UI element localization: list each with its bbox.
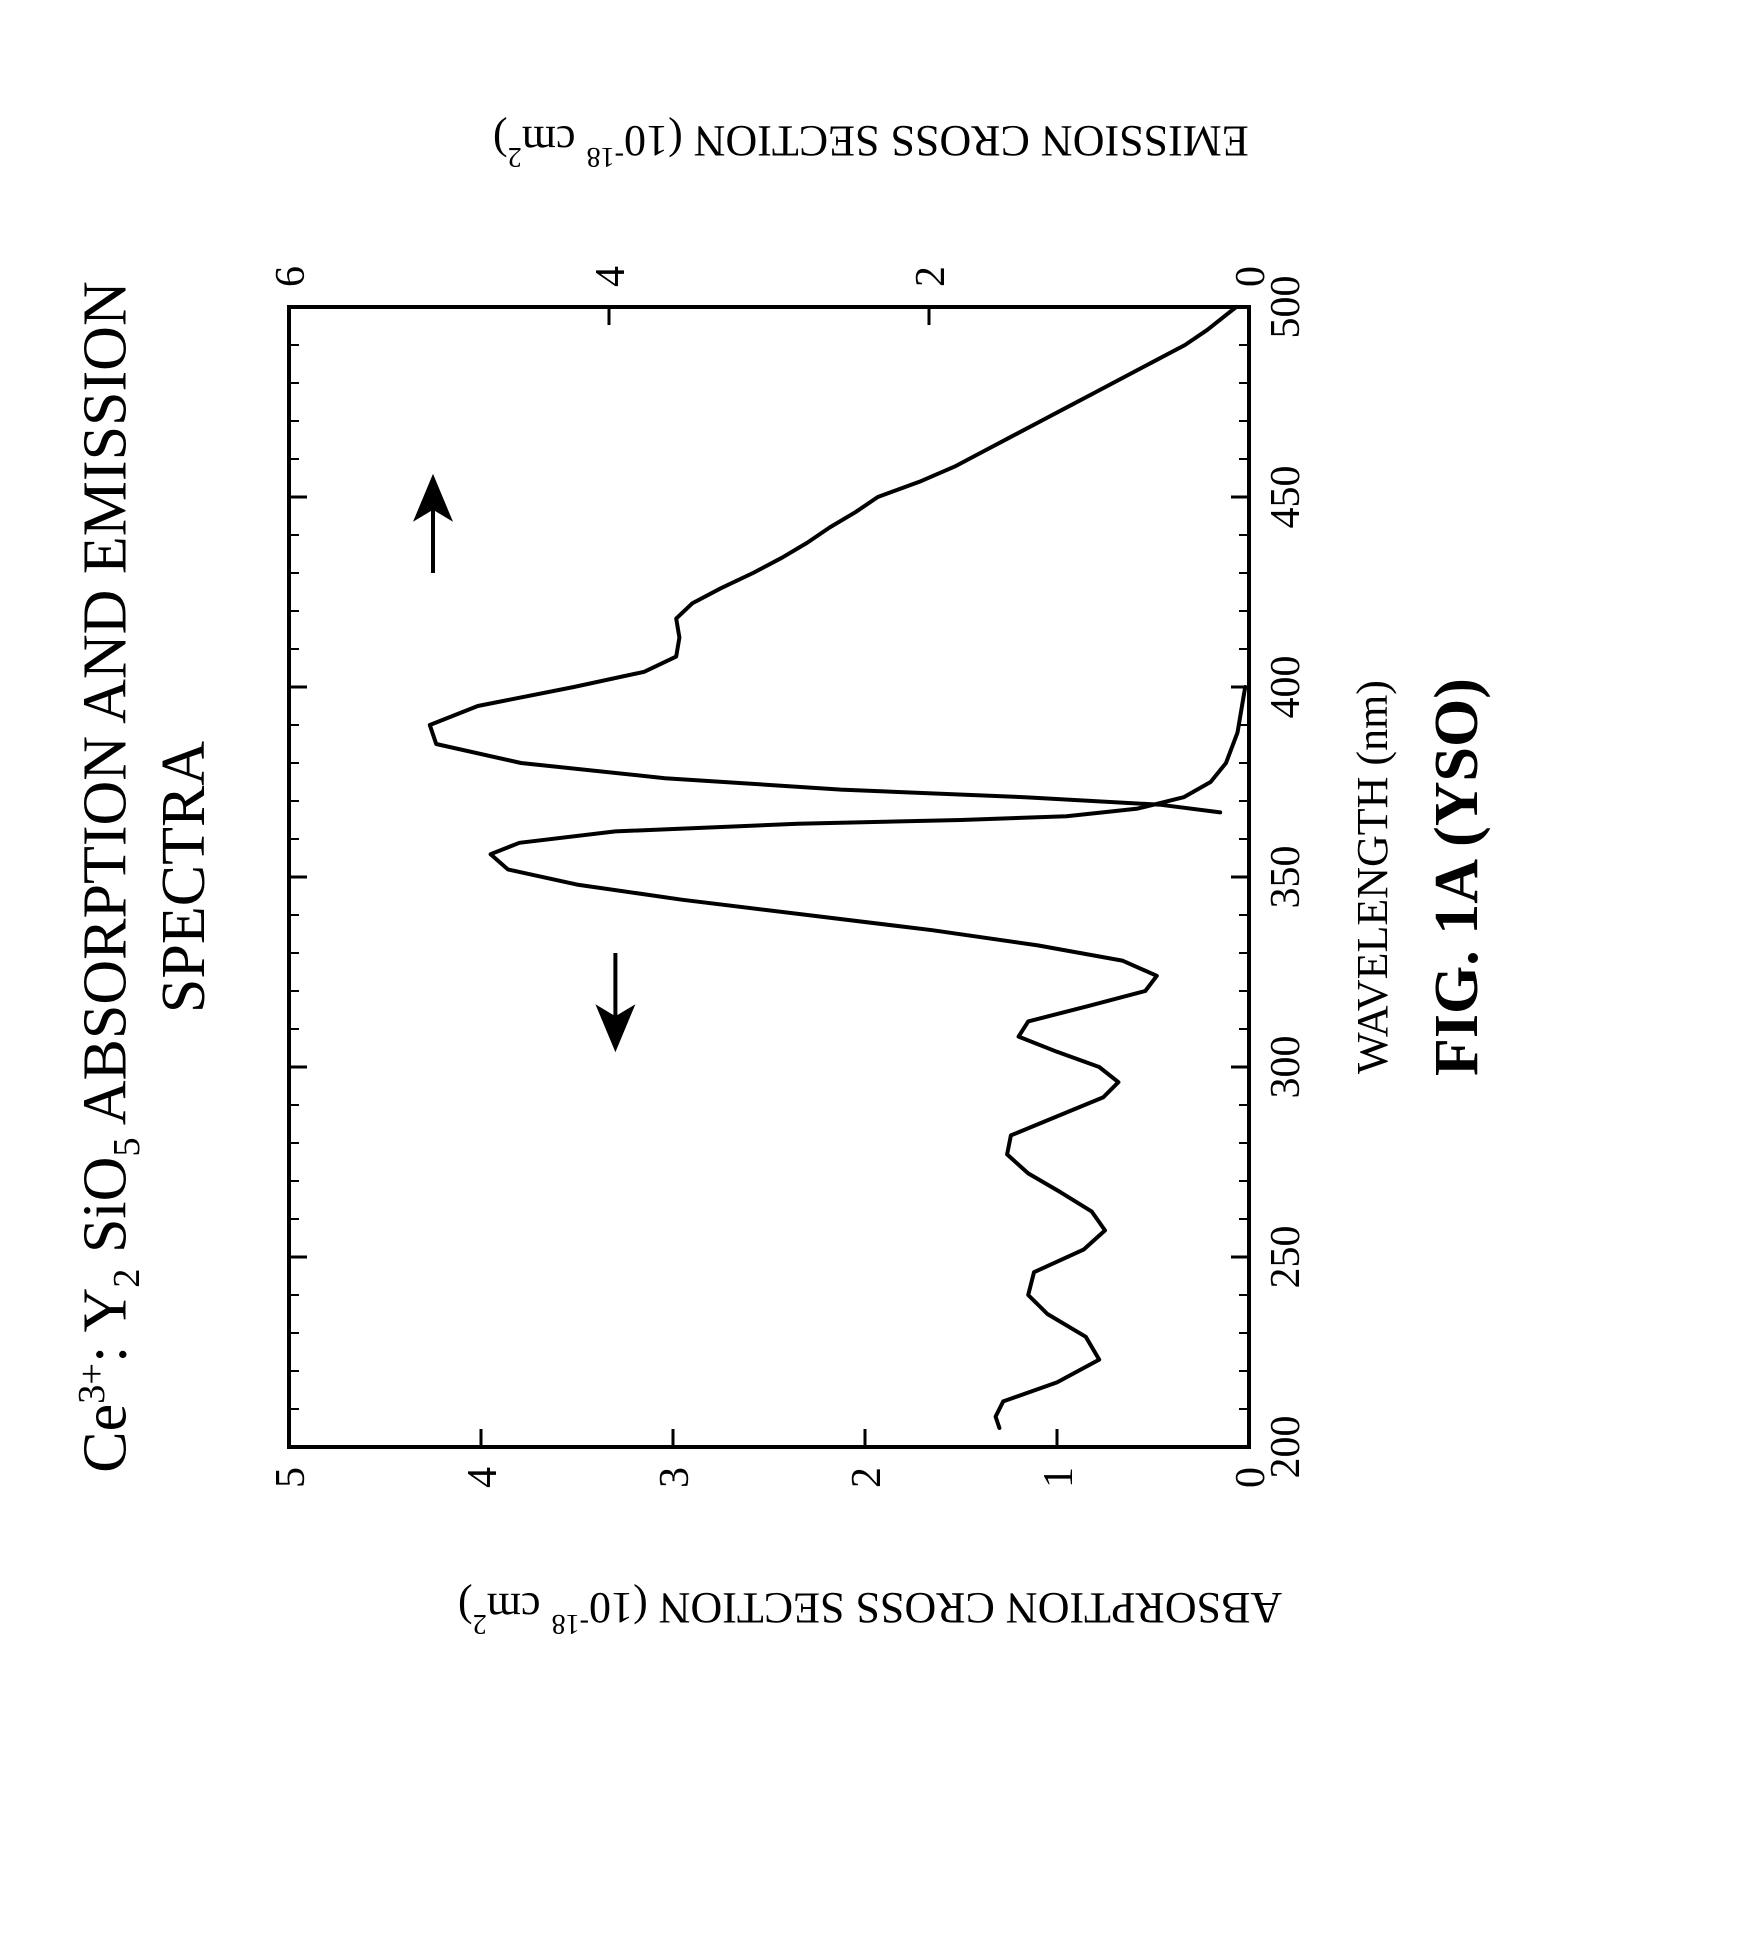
chart-container: ABSORPTION CROSS SECTION (10-18 cm2) 2 0 0…	[249, 115, 1493, 1638]
svg-text:0: 0	[1228, 1467, 1274, 1488]
svg-text:400: 400	[1263, 656, 1309, 719]
svg-text:4: 4	[588, 266, 634, 287]
svg-text:5: 5	[268, 1467, 314, 1488]
spectra-line-chart: 2002503003504004505000123450246	[249, 197, 1329, 1557]
svg-text:250: 250	[1263, 1226, 1309, 1289]
svg-text:2: 2	[908, 266, 954, 287]
y-axis-left-label: ABSORPTION CROSS SECTION (10-18 cm2)	[458, 1582, 1282, 1639]
svg-text:4: 4	[460, 1467, 506, 1488]
svg-text:1: 1	[1036, 1467, 1082, 1488]
svg-text:300: 300	[1263, 1036, 1309, 1099]
svg-text:0: 0	[1228, 266, 1274, 287]
svg-text:350: 350	[1263, 846, 1309, 909]
figure-caption: FIG. 1A (YSO)	[1422, 678, 1493, 1076]
x-axis-label: WAVELENGTH (nm)	[1347, 680, 1398, 1074]
chart-title: Ce3+: Y2 SiO5 ABSORPTION AND EMISSION SP…	[70, 140, 221, 1614]
svg-text:3: 3	[652, 1467, 698, 1488]
y-axis-right-label: EMISSION CROSS SECTION (10-18 cm2)	[493, 115, 1249, 172]
plot-area: 2002503003504004505000123450246	[249, 197, 1329, 1557]
svg-text:450: 450	[1263, 466, 1309, 529]
svg-text:2: 2	[844, 1467, 890, 1488]
svg-text:6: 6	[268, 266, 314, 287]
